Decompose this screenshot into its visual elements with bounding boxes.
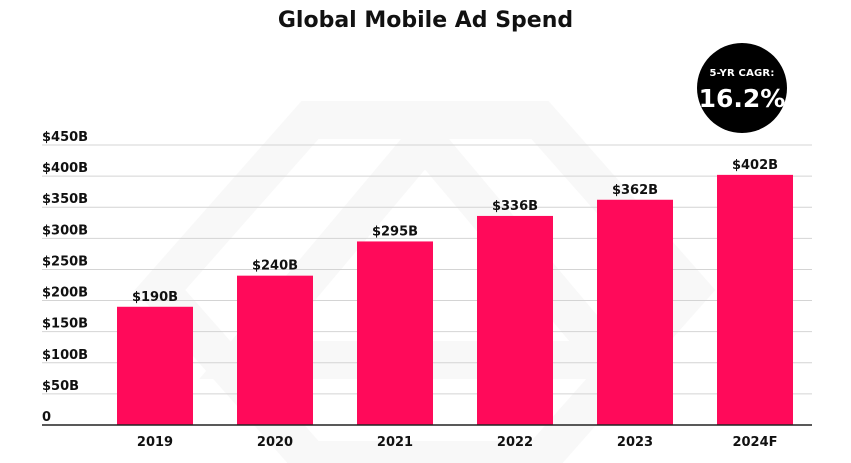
data-label: $362B — [612, 183, 658, 198]
bar — [477, 215, 553, 425]
y-tick-label: $50B — [42, 379, 79, 394]
bar — [237, 275, 313, 425]
data-label: $295B — [372, 224, 418, 239]
y-tick-label: $300B — [42, 223, 88, 238]
data-label: $240B — [252, 259, 298, 274]
y-tick-label: $100B — [42, 348, 88, 363]
x-axis-labels: 2019 2020 2021 2022 2023 2024F — [137, 435, 778, 450]
y-tick-label: $200B — [42, 286, 88, 301]
y-tick-label: $350B — [42, 192, 88, 207]
x-tick-label: 2019 — [137, 435, 173, 450]
cagr-value: 16.2% — [698, 84, 786, 113]
y-axis-ticks: 0 $50B $100B $150B $200B $250B $300B $350B $400B… — [42, 130, 88, 425]
data-label: $402B — [732, 158, 778, 173]
cagr-label: 5-YR CAGR: — [709, 68, 775, 79]
bar — [117, 306, 193, 425]
bar — [597, 199, 673, 425]
cagr-badge: 5-YR CAGR: 16.2% — [697, 43, 787, 133]
bar — [717, 174, 793, 425]
x-tick-label: 2022 — [497, 435, 533, 450]
y-tick-label: $400B — [42, 161, 88, 176]
y-tick-label: $250B — [42, 254, 88, 269]
x-tick-label: 2024F — [732, 435, 777, 450]
data-label: $336B — [492, 199, 538, 214]
x-tick-label: 2023 — [617, 435, 653, 450]
data-label: $190B — [132, 290, 178, 305]
data-labels: $190B $240B $295B $336B $362B $402B — [132, 158, 778, 305]
bars — [117, 174, 793, 425]
y-tick-label: 0 — [42, 410, 51, 425]
y-tick-label: $450B — [42, 130, 88, 145]
x-tick-label: 2021 — [377, 435, 413, 450]
x-tick-label: 2020 — [257, 435, 293, 450]
bar — [357, 241, 433, 425]
y-tick-label: $150B — [42, 317, 88, 332]
chart-title: Global Mobile Ad Spend — [277, 8, 574, 33]
